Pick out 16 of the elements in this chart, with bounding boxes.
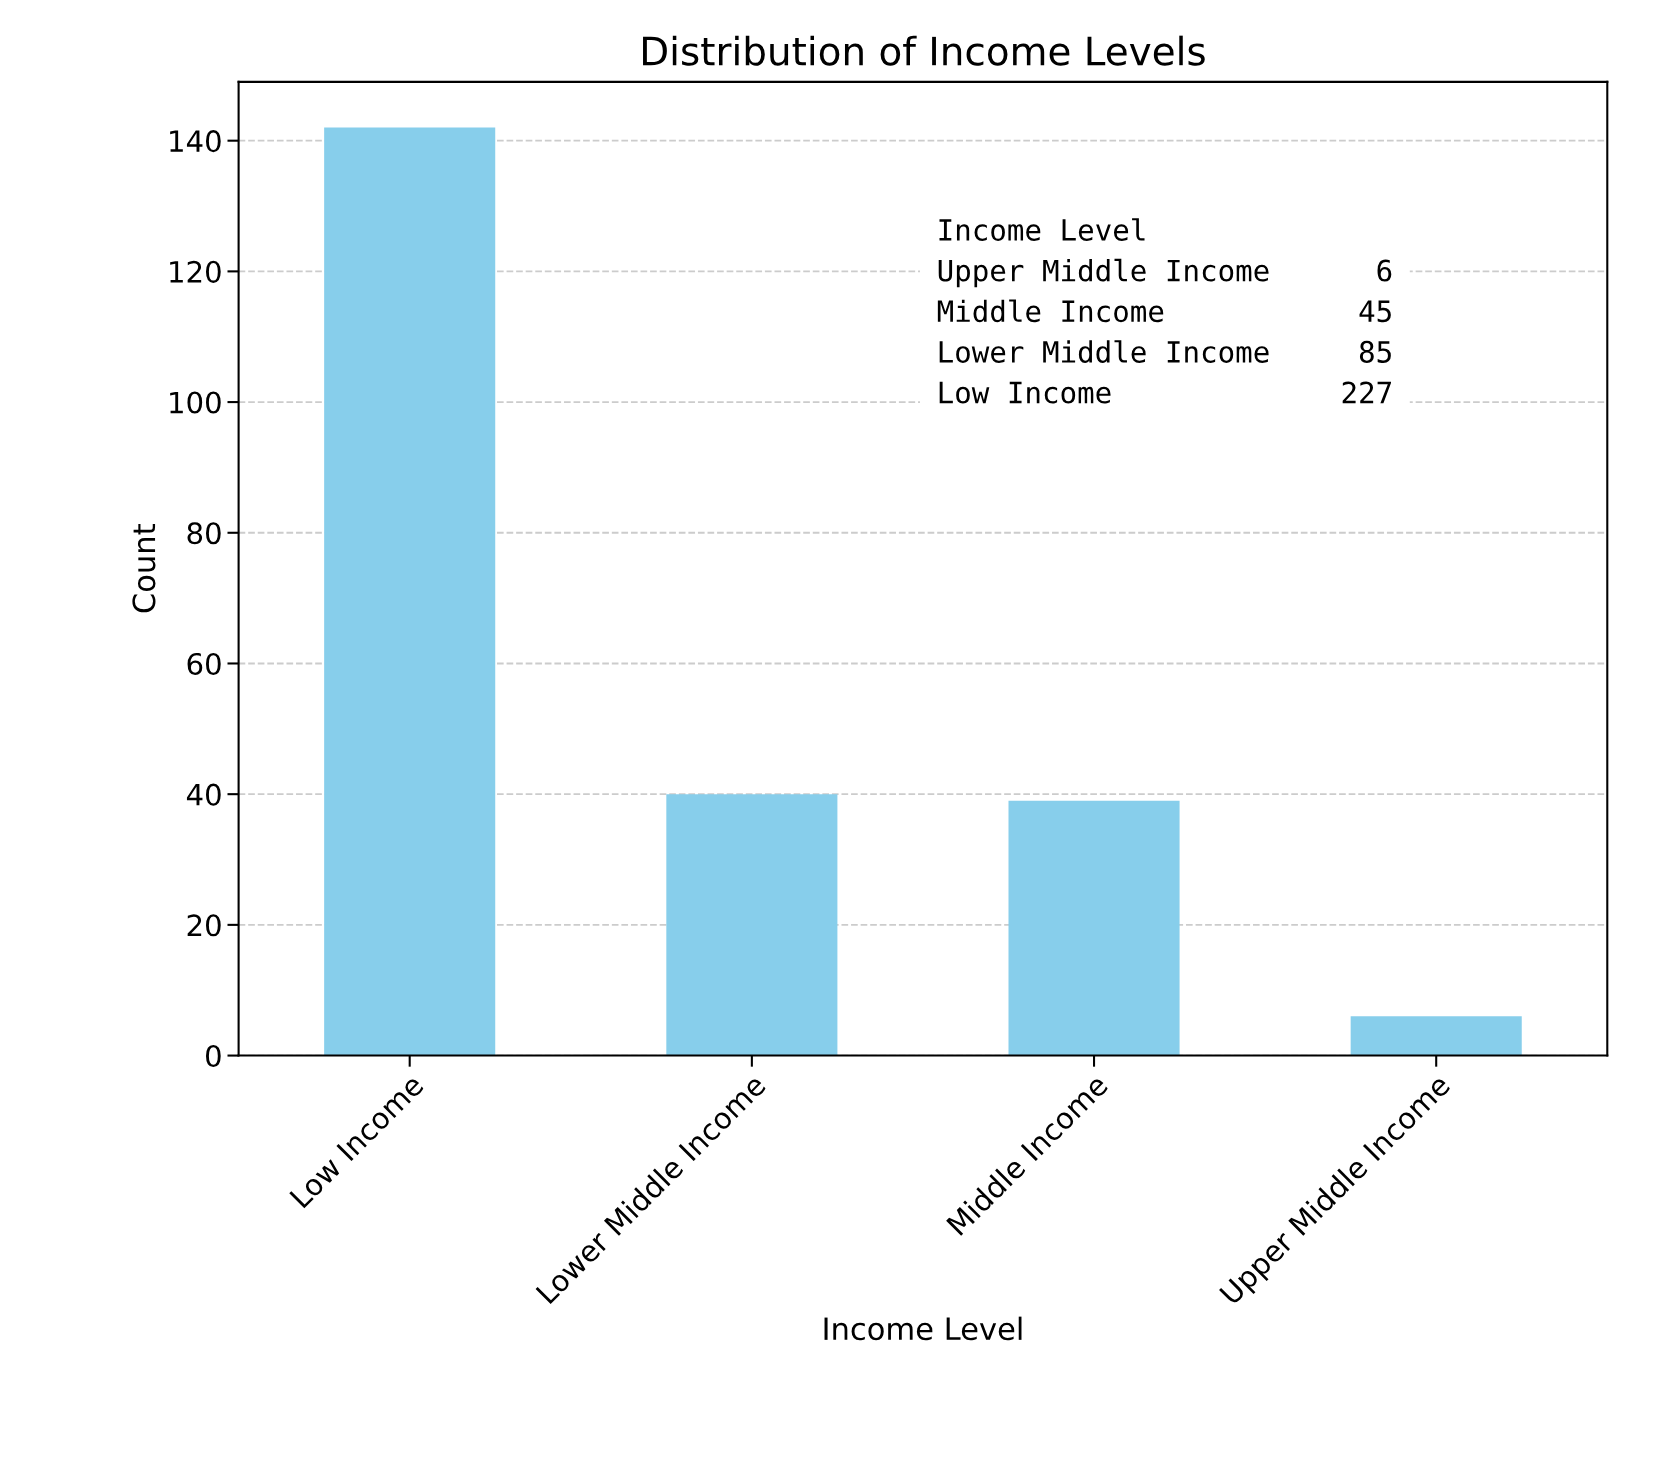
bar bbox=[666, 794, 838, 1056]
y-tick-label: 100 bbox=[170, 391, 221, 414]
bar bbox=[1350, 1016, 1522, 1056]
y-tick-label: 80 bbox=[187, 522, 221, 545]
y-tick-label: 120 bbox=[170, 260, 221, 283]
bar bbox=[1008, 800, 1180, 1056]
y-axis-title: Count bbox=[132, 524, 156, 613]
annotation: Income Level Upper Middle Income 6 Middle Income 45 Lower Middle Income 85 Low Income 227 bbox=[937, 218, 1392, 404]
chart-title: Distribution of Income Levels bbox=[643, 35, 1205, 66]
y-tick-label: 0 bbox=[206, 1045, 221, 1068]
y-tick-label: 60 bbox=[187, 652, 221, 675]
y-tick-label: 20 bbox=[187, 914, 221, 937]
bar bbox=[324, 127, 496, 1056]
x-axis-title: Income Level bbox=[824, 1316, 1022, 1341]
y-tick-label: 40 bbox=[186, 783, 221, 806]
y-tick-label: 140 bbox=[170, 130, 221, 153]
